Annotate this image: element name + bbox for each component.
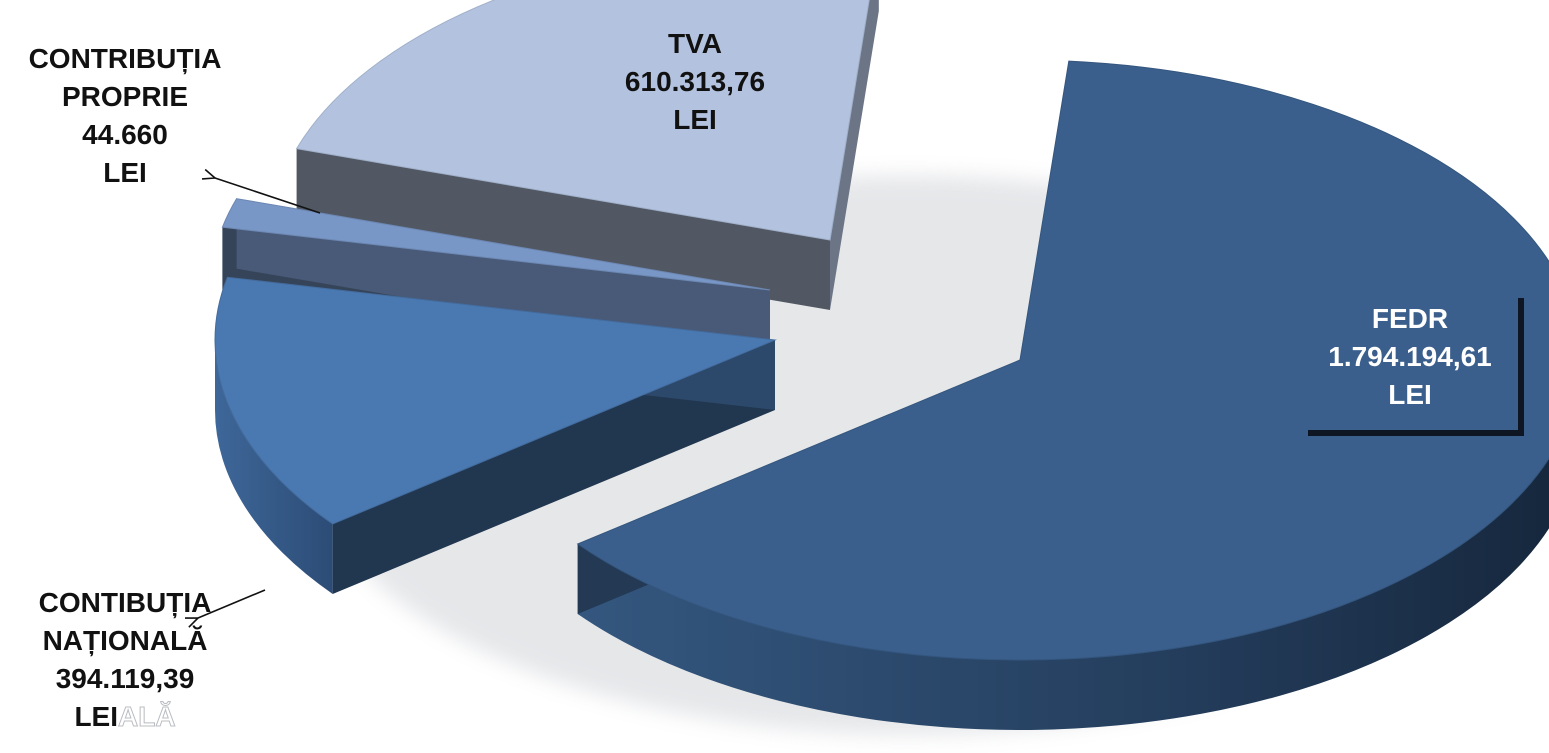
tva-data-label: TVA 610.313,76 LEI	[590, 25, 800, 139]
nationala-unit: LEIALĂ	[0, 698, 250, 736]
fedr-data-label: FEDR 1.794.194,61 LEI	[1302, 300, 1518, 414]
tva-value: 610.313,76	[624, 66, 766, 97]
slice-top-face	[214, 276, 777, 525]
nationala-unit-text: LEI	[74, 701, 118, 732]
slice-top-face	[576, 60, 1549, 661]
slice-side-wall	[215, 340, 333, 594]
arrow-contributia-proprie	[215, 178, 321, 214]
arrow-contributia-nationala	[198, 589, 266, 618]
fedr-value: 1.794.194,61	[1328, 341, 1492, 372]
proprie-name-2: PROPRIE	[61, 81, 189, 112]
contributia-proprie-data-label: CONTRIBUȚIA PROPRIE 44.660 LEI	[0, 40, 250, 192]
tva-name: TVA	[668, 28, 722, 59]
slice-cut-face	[296, 148, 830, 310]
slice-contibu-ia-na-ional-	[214, 276, 777, 594]
slice-top-face	[221, 198, 771, 291]
proprie-name-1: CONTRIBUȚIA	[28, 43, 222, 74]
tva-unit: LEI	[673, 104, 717, 135]
slice-side-wall	[577, 458, 1549, 730]
ghost-text: ALĂ	[118, 701, 177, 733]
annotation-arrows	[198, 178, 321, 618]
fedr-label-box	[1302, 292, 1518, 430]
slice-cut-face	[332, 340, 775, 594]
slice-cut-face	[830, 0, 879, 310]
nationala-name-2: NAȚIONALĂ	[42, 625, 208, 656]
proprie-value: 44.660	[82, 119, 168, 150]
nationala-value: 394.119,39	[55, 663, 195, 694]
nationala-name-1: CONTIBUȚIA	[38, 587, 212, 618]
slice-top-face	[295, 0, 870, 241]
slice-fedr	[576, 60, 1549, 730]
fedr-name: FEDR	[1371, 303, 1449, 334]
proprie-unit: LEI	[103, 157, 147, 188]
slice-tva	[295, 0, 879, 310]
fedr-unit: LEI	[1388, 379, 1432, 410]
contributia-nationala-data-label: CONTIBUȚIA NAȚIONALĂ 394.119,39 LEIALĂ	[0, 584, 250, 736]
